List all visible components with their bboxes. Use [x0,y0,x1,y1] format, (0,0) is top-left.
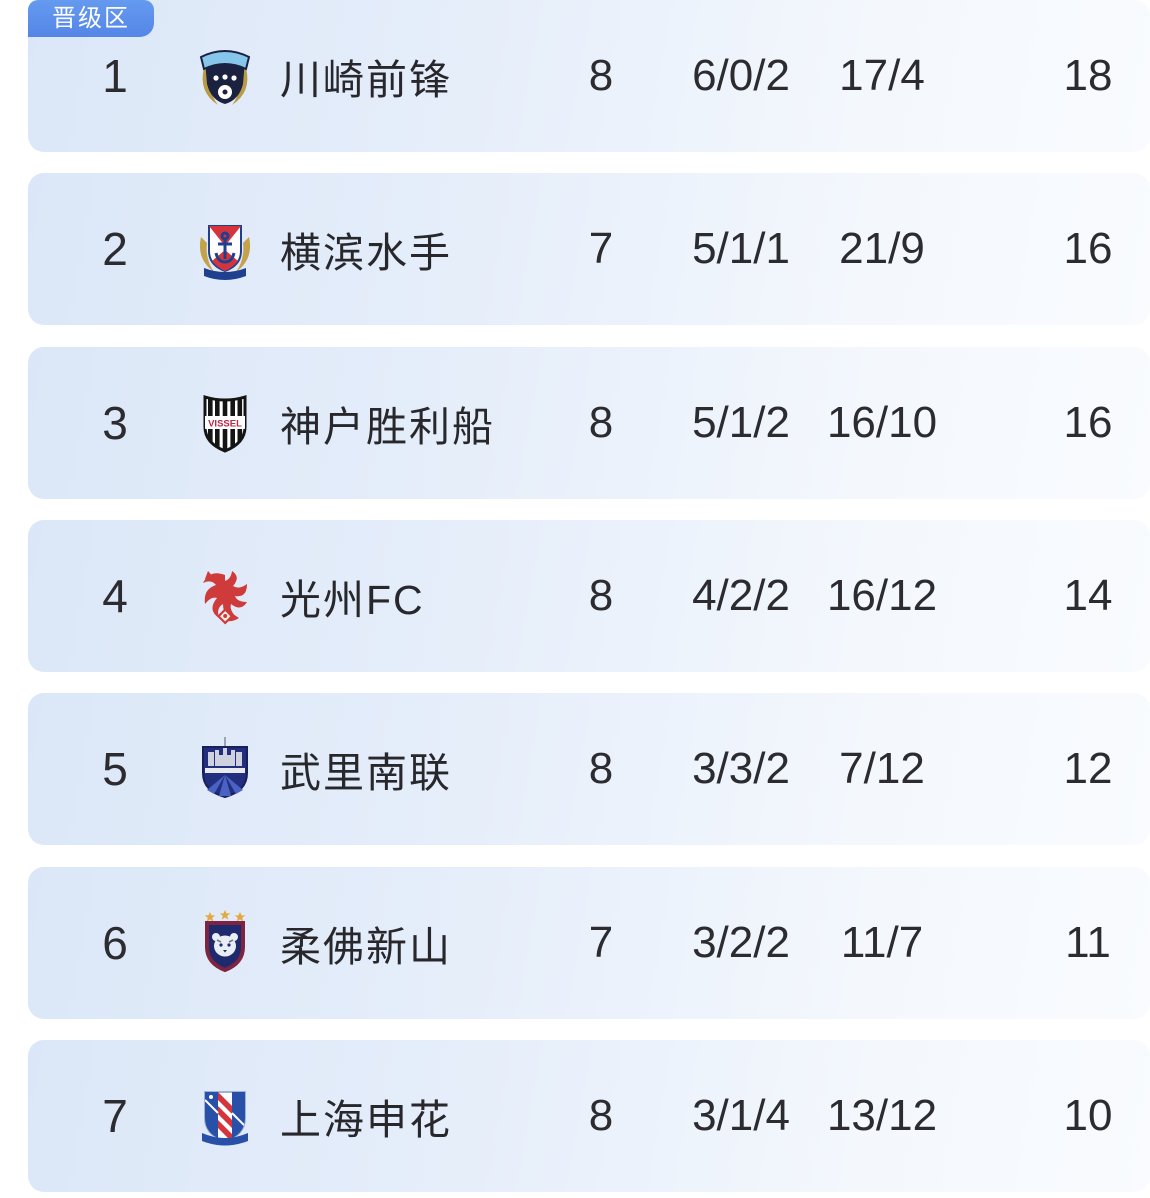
points-cell: 11 [1065,918,1111,967]
win-draw-loss-cell: 4/2/2 [692,571,790,620]
win-draw-loss-cell: 6/0/2 [692,51,790,100]
goals-for-against-cell: 17/4 [839,51,925,100]
team-name: 横滨水手 [280,230,452,276]
goals-for-against-cell: 21/9 [839,224,925,273]
rank-cell: 1 [102,50,128,102]
vissel-kobe-crest-icon: VISSEL [189,387,261,459]
buriram-united-crest-icon [189,733,261,805]
team-name: 柔佛新山 [280,924,452,970]
team-name: 光州FC [280,577,425,623]
rank-cell: 4 [102,570,128,622]
goals-for-against-cell: 16/12 [826,571,938,620]
win-draw-loss-cell: 5/1/1 [692,224,790,273]
win-draw-loss-cell: 3/3/2 [692,744,790,793]
points-cell: 16 [1063,224,1113,273]
games-played-cell: 8 [588,1091,614,1140]
goals-for-against-cell: 16/10 [826,398,938,447]
points-cell: 16 [1063,398,1113,447]
gwangju-fc-crest-icon [189,560,261,632]
win-draw-loss-cell: 3/2/2 [692,918,790,967]
kawasaki-frontale-crest-icon [189,40,261,112]
win-draw-loss-cell: 3/1/4 [692,1091,790,1140]
points-cell: 10 [1063,1091,1113,1140]
table-row[interactable]: 7 上海申花 8 3/ [28,1040,1150,1192]
team-name: 武里南联 [280,750,452,796]
rank-cell: 5 [102,743,128,795]
rank-cell: 2 [102,223,128,275]
table-row[interactable]: 1 川崎前锋 8 6/0/2 17/4 18 [28,0,1150,152]
games-played-cell: 8 [588,744,614,793]
yokohama-f-marinos-crest-icon [189,213,261,285]
win-draw-loss-cell: 5/1/2 [692,398,790,447]
table-row[interactable]: 2 横滨水手 7 5/1/1 21/9 16 [28,173,1150,325]
games-played-cell: 8 [588,51,614,100]
table-row[interactable]: VISSEL 3 神户胜利船 8 5/1/2 16/10 16 [28,347,1150,499]
rank-cell: 6 [102,917,128,969]
points-cell: 18 [1063,51,1113,100]
vissel-wordmark: VISSEL [208,419,242,430]
rank-cell: 7 [102,1090,128,1142]
table-row[interactable]: 4 光州FC 8 4/2/2 16/12 14 [28,520,1150,672]
table-row[interactable]: 6 柔佛新山 7 [28,867,1150,1019]
games-played-cell: 8 [588,398,614,447]
team-name: 川崎前锋 [280,57,452,103]
points-cell: 14 [1063,571,1113,620]
games-played-cell: 8 [588,571,614,620]
goals-for-against-cell: 7/12 [839,744,925,793]
table-row[interactable]: 5 武里南联 [28,693,1150,845]
games-played-cell: 7 [588,224,614,273]
points-cell: 12 [1063,744,1113,793]
team-name: 上海申花 [280,1097,452,1143]
johor-darul-tazim-crest-icon [189,907,261,979]
games-played-cell: 7 [588,918,614,967]
goals-for-against-cell: 11/7 [840,918,924,967]
team-name: 神户胜利船 [280,404,495,450]
shanghai-shenhua-crest-icon [189,1080,261,1152]
rank-cell: 3 [102,397,128,449]
qualification-zone-badge: 晋级区 [28,0,154,37]
goals-for-against-cell: 13/12 [826,1091,938,1140]
